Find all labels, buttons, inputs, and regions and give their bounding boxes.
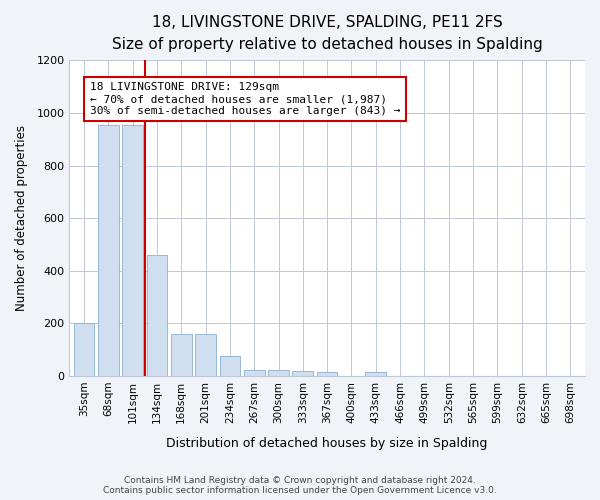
Bar — [171, 334, 191, 376]
Bar — [74, 324, 94, 376]
Bar — [146, 255, 167, 376]
Text: Contains HM Land Registry data © Crown copyright and database right 2024.
Contai: Contains HM Land Registry data © Crown c… — [103, 476, 497, 495]
Text: 18 LIVINGSTONE DRIVE: 129sqm
← 70% of detached houses are smaller (1,987)
30% of: 18 LIVINGSTONE DRIVE: 129sqm ← 70% of de… — [90, 82, 400, 116]
Bar — [122, 125, 143, 376]
Bar — [98, 125, 119, 376]
Bar — [292, 371, 313, 376]
Bar — [365, 372, 386, 376]
Bar — [317, 372, 337, 376]
Bar — [195, 334, 216, 376]
Bar — [220, 356, 240, 376]
X-axis label: Distribution of detached houses by size in Spalding: Distribution of detached houses by size … — [166, 437, 488, 450]
Bar — [244, 370, 265, 376]
Bar — [268, 370, 289, 376]
Title: 18, LIVINGSTONE DRIVE, SPALDING, PE11 2FS
Size of property relative to detached : 18, LIVINGSTONE DRIVE, SPALDING, PE11 2F… — [112, 15, 542, 52]
Y-axis label: Number of detached properties: Number of detached properties — [15, 125, 28, 311]
